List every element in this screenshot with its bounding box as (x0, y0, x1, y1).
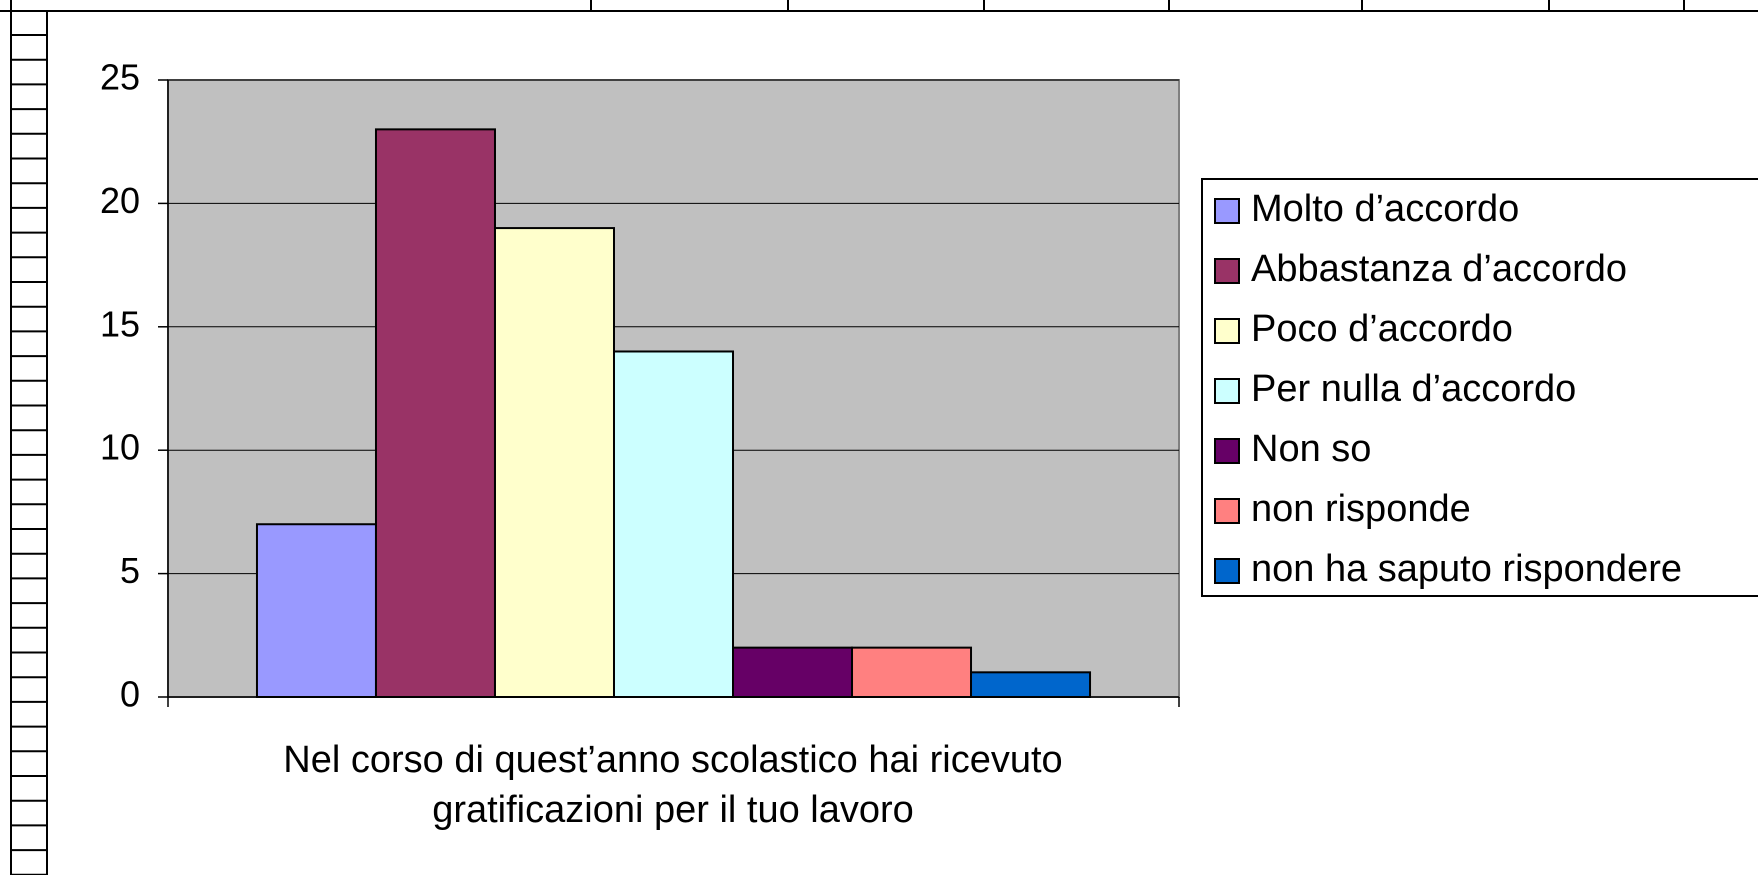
legend-swatch (1214, 558, 1240, 584)
legend-swatch (1214, 378, 1240, 404)
legend-swatch (1214, 498, 1240, 524)
legend-label: Non so (1251, 428, 1371, 470)
legend-swatch (1214, 258, 1240, 284)
legend-label: Per nulla d’accordo (1251, 368, 1576, 410)
bar (374, 128, 496, 699)
legend-box (1201, 178, 1758, 597)
legend-label: Abbastanza d’accordo (1251, 248, 1627, 290)
legend-swatch (1214, 438, 1240, 464)
y-tick-label: 5 (120, 550, 140, 591)
legend-label: Poco d’accordo (1251, 308, 1513, 350)
bar (612, 350, 735, 698)
bar (970, 671, 1092, 699)
legend-label: non ha saputo rispondere (1251, 548, 1682, 590)
y-tick-label: 15 (100, 303, 140, 344)
bar (851, 646, 973, 699)
legend-label: non risponde (1251, 488, 1471, 530)
legend-label: Molto d’accordo (1251, 188, 1519, 230)
y-tick-label: 25 (100, 57, 140, 98)
y-tick-label: 0 (120, 674, 140, 715)
bar (493, 227, 615, 699)
bar (732, 646, 854, 699)
y-tick-label: 20 (100, 180, 140, 221)
bar (255, 523, 377, 698)
legend-swatch (1214, 318, 1240, 344)
legend-swatch (1214, 198, 1240, 224)
y-tick-label: 10 (100, 427, 140, 468)
category-label: Nel corso di quest’anno scolastico hai r… (283, 739, 1063, 831)
